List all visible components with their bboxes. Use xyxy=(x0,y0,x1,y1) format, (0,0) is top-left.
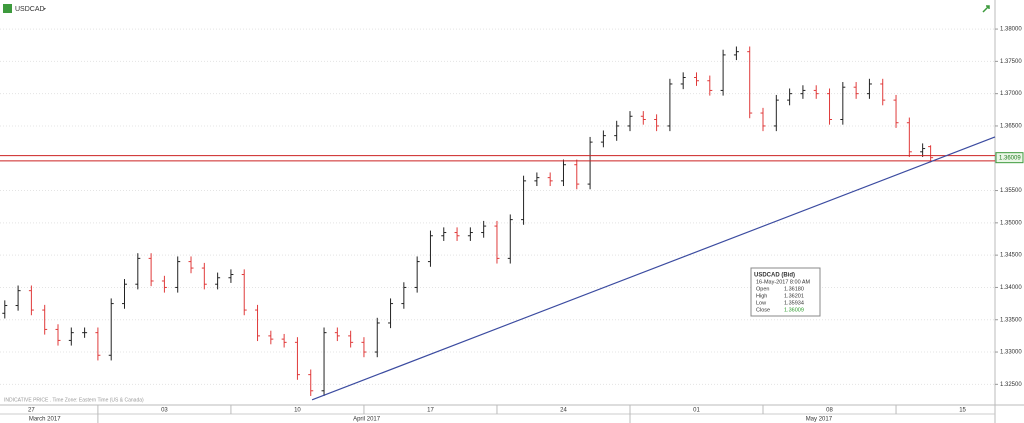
y-tick-label: 1.33000 xyxy=(1000,350,1022,356)
trendline xyxy=(311,136,996,401)
month-label: May 2017 xyxy=(806,417,833,423)
tooltip-key: High xyxy=(756,293,767,299)
price-label-box xyxy=(995,152,1024,164)
month-label: March 2017 xyxy=(29,417,61,423)
y-tick-label: 1.38000 xyxy=(1000,27,1022,33)
symbol-icon xyxy=(3,4,12,13)
tooltip-box xyxy=(750,267,821,317)
expand-icon[interactable] xyxy=(982,5,990,13)
tooltip-key: Open xyxy=(756,286,769,292)
x-tick-label: 24 xyxy=(560,408,567,414)
month-label: April 2017 xyxy=(353,417,381,423)
symbol-dropdown[interactable] xyxy=(43,8,46,10)
y-tick-label: 1.33500 xyxy=(1000,317,1022,323)
tooltip-value: 1.36201 xyxy=(784,293,804,299)
tooltip-title: USDCAD (Bid) xyxy=(754,273,795,279)
tooltip-time: 16-May-2017 8:00 AM xyxy=(756,279,811,285)
tooltip-value: 1.35934 xyxy=(784,300,804,306)
tooltip-key: Low xyxy=(756,300,766,306)
x-tick-label: 08 xyxy=(826,408,833,414)
y-tick-label: 1.34000 xyxy=(1000,285,1022,291)
x-tick-label: 01 xyxy=(693,408,700,414)
x-tick-label: 15 xyxy=(959,408,966,414)
y-tick-label: 1.35000 xyxy=(1000,220,1022,226)
footnote: INDICATIVE PRICE . Time Zone: Eastern Ti… xyxy=(4,397,144,403)
tooltip-value: 1.36180 xyxy=(784,286,804,292)
x-tick-label: 17 xyxy=(427,408,434,414)
y-tick-label: 1.35500 xyxy=(1000,188,1022,194)
x-tick-label: 03 xyxy=(161,408,168,414)
x-tick-label: 10 xyxy=(294,408,301,414)
y-tick-label: 1.37500 xyxy=(1000,59,1022,65)
price-label: 1.36009 xyxy=(999,155,1021,161)
tooltip-value: 1.36009 xyxy=(784,307,804,313)
y-tick-label: 1.34500 xyxy=(1000,253,1022,259)
y-tick-label: 1.32500 xyxy=(1000,382,1022,388)
x-tick-label: 27 xyxy=(28,408,35,414)
symbol[interactable]: USDCAD xyxy=(15,6,45,13)
y-tick-label: 1.36500 xyxy=(1000,124,1022,130)
tooltip-key: Close xyxy=(756,307,770,313)
y-tick-label: 1.37000 xyxy=(1000,91,1022,97)
